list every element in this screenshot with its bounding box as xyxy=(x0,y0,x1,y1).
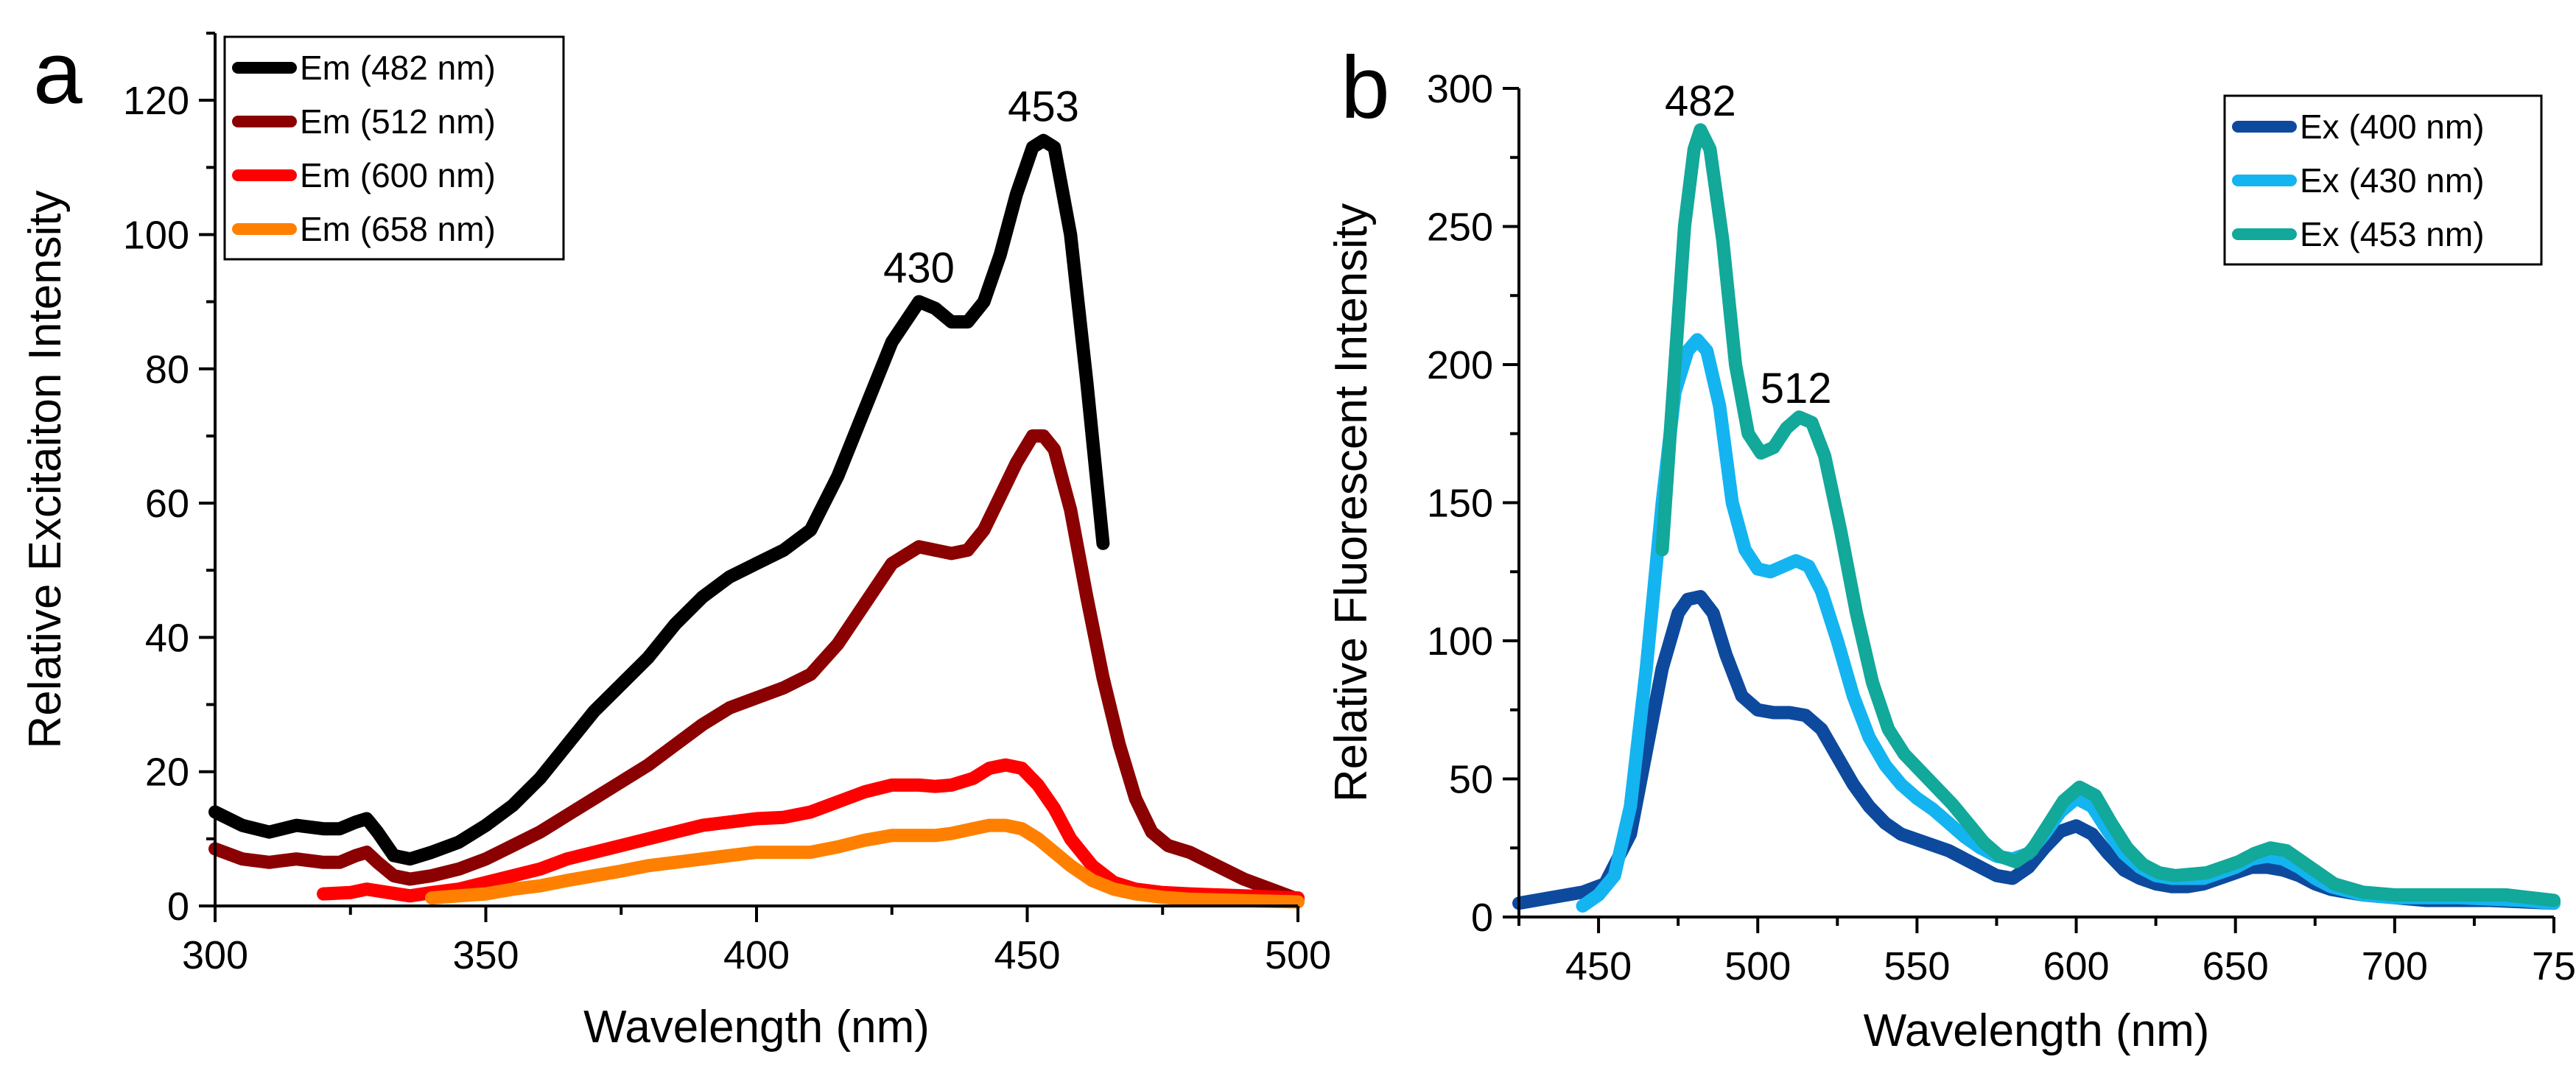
x-tick-label: 300 xyxy=(182,933,248,977)
x-tick-label: 350 xyxy=(452,933,519,977)
y-tick-label: 80 xyxy=(145,348,189,392)
x-tick-label: 550 xyxy=(1884,944,1950,988)
y-tick-label: 120 xyxy=(123,79,189,123)
legend: Ex (400 nm) Ex (430 nm) Ex (453 nm) xyxy=(2223,94,2543,266)
y-tick-label: 60 xyxy=(145,482,189,526)
panel-letter: b xyxy=(1341,38,1390,137)
y-tick-label: 300 xyxy=(1427,67,1493,111)
x-tick-label: 650 xyxy=(2203,944,2269,988)
series-line-em-600-nm xyxy=(317,758,1305,905)
x-tick-label: 450 xyxy=(1565,944,1632,988)
y-tick-label: 0 xyxy=(1471,896,1493,940)
x-tick-label: 600 xyxy=(2043,944,2109,988)
series-line-em-482-nm xyxy=(208,133,1110,866)
series-line-ex-453-nm xyxy=(1655,123,2561,907)
y-tick-label: 150 xyxy=(1427,482,1493,526)
legend-label: Ex (430 nm) xyxy=(2300,161,2485,200)
panel-letter: a xyxy=(33,24,83,122)
y-tick-label: 0 xyxy=(167,885,189,929)
legend-label: Ex (400 nm) xyxy=(2300,108,2485,146)
legend-label: Em (600 nm) xyxy=(300,156,496,194)
x-tick-label: 75 xyxy=(2532,944,2576,988)
legend-box xyxy=(223,35,565,261)
y-tick-label: 200 xyxy=(1427,343,1493,387)
x-tick-label: 400 xyxy=(723,933,790,977)
legend-label: Em (512 nm) xyxy=(300,102,496,141)
series-line-ex-430-nm xyxy=(1576,333,2561,913)
peak-label: 430 xyxy=(883,244,955,292)
y-tick-label: 50 xyxy=(1449,758,1493,802)
y-tick-label: 20 xyxy=(145,751,189,795)
x-tick-label: 450 xyxy=(994,933,1060,977)
panel-a: 300 350 400 450 500 0 20 40 60 80 100 120 Wavelength… xyxy=(20,24,1331,1053)
x-axis-title: Wavelength (nm) xyxy=(1864,1005,2210,1056)
series-line-ex-400-nm xyxy=(1512,590,2561,910)
peak-label: 512 xyxy=(1761,365,1832,412)
x-tick-label: 500 xyxy=(1265,933,1331,977)
y-tick-label: 40 xyxy=(145,616,189,660)
series-line-em-658-nm xyxy=(425,818,1305,909)
legend-label: Ex (453 nm) xyxy=(2300,215,2485,253)
y-axis-title: Relative Excitaiton Intensity xyxy=(20,190,71,748)
y-tick-label: 100 xyxy=(1427,619,1493,664)
legend-label: Em (658 nm) xyxy=(300,210,496,248)
legend-label: Em (482 nm) xyxy=(300,49,496,87)
panel-b: 450 500 550 600 650 700 75050100150200250300Wa… xyxy=(1326,38,2576,1056)
peak-label: 482 xyxy=(1665,77,1736,125)
x-tick-label: 500 xyxy=(1724,944,1791,988)
x-tick-label: 700 xyxy=(2362,944,2428,988)
peak-label: 453 xyxy=(1008,83,1079,131)
series-line-em-512-nm xyxy=(208,429,1305,906)
legend: Em (482 nm) Em (512 nm) Em (600 nm) Em (658… xyxy=(223,35,565,261)
x-axis-title: Wavelength (nm) xyxy=(583,1002,930,1053)
y-tick-label: 100 xyxy=(123,213,189,257)
y-axis-title: Relative Fluorescent Intensity xyxy=(1326,203,1377,802)
y-tick-label: 250 xyxy=(1427,205,1493,250)
